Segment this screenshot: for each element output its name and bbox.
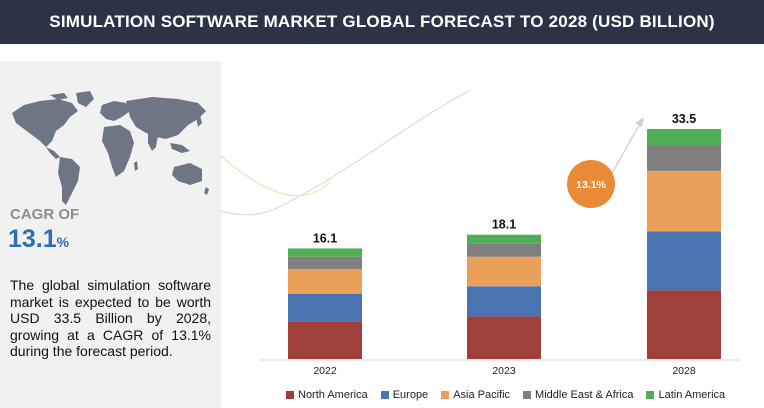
legend-item-north-america: North America (286, 389, 368, 401)
chart-canvas: 16.1 2022 18.1 2023 33.5 2028 13.1% (221, 90, 741, 377)
x-tick-label-2023: 2023 (492, 365, 516, 377)
header-banner: SIMULATION SOFTWARE MARKET GLOBAL FORECA… (0, 0, 764, 44)
legend-item-asia-pacific: Asia Pacific (441, 389, 510, 401)
legend-swatch (286, 391, 294, 399)
legend-item-middle-east-africa: Middle East & Africa (523, 389, 633, 401)
market-summary-text: The global simulation software market is… (10, 277, 211, 360)
bar-segment-2028-asia-pacific (647, 170, 721, 232)
chart-legend: North America Europe Asia Pacific Middle Ea… (286, 389, 738, 401)
page-title: SIMULATION SOFTWARE MARKET GLOBAL FORECA… (49, 12, 715, 31)
cagr-bubble (567, 160, 615, 208)
bar-segment-2022-europe (288, 293, 362, 322)
bar-segment-2022-north-america (288, 321, 362, 359)
legend-label: Asia Pacific (453, 389, 511, 401)
bar-segment-2028-middle-east-africa (647, 145, 721, 171)
cagr-bubble-label: 13.1% (576, 179, 606, 191)
world-map-icon (12, 91, 209, 205)
bar-total-label-2023: 18.1 (492, 218, 516, 232)
bar-total-label-2028: 33.5 (672, 112, 696, 126)
legend-swatch (523, 391, 532, 399)
cagr-percent-sign: % (56, 234, 70, 250)
bar-segment-2022-middle-east-africa (288, 256, 362, 270)
legend-label: North America (298, 389, 368, 401)
legend-swatch (441, 391, 450, 399)
bar-segment-2023-north-america (467, 316, 541, 359)
bar-segment-2022-asia-pacific (288, 269, 362, 294)
bar-segment-2028-north-america (647, 290, 721, 359)
bar-segment-2028-europe (647, 231, 721, 291)
cagr-number: 13.1 (8, 225, 57, 253)
growth-arrowhead (635, 117, 644, 127)
legend-swatch (646, 391, 655, 399)
decorative-swoosh-curve (221, 90, 470, 216)
decorative-swoosh-curve-accent (221, 155, 332, 197)
bar-segment-2023-europe (467, 286, 541, 317)
legend-swatch (380, 391, 389, 399)
bar-total-label-2022: 16.1 (313, 231, 337, 245)
legend-label: Europe (392, 389, 429, 401)
bar-segment-2023-latin-america (467, 234, 541, 244)
bar-segment-2023-middle-east-africa (467, 243, 541, 257)
bar-segment-2022-latin-america (288, 248, 362, 257)
x-tick-label-2022: 2022 (313, 365, 337, 377)
legend-item-europe: Europe (380, 389, 429, 401)
legend-label: Latin America (658, 389, 726, 401)
x-tick-label-2028: 2028 (672, 365, 696, 377)
bar-segment-2028-latin-america (647, 129, 721, 146)
legend-item-latin-america: Latin America (646, 389, 725, 401)
summary-panel: CAGR OF 13.1% The global simulation soft… (0, 61, 221, 408)
cagr-value: 13.1% (8, 225, 69, 254)
bar-segment-2023-asia-pacific (467, 256, 541, 287)
cagr-label: CAGR OF (10, 206, 80, 223)
stacked-bar-chart: 16.1 2022 18.1 2023 33.5 2028 13.1% North Ame… (221, 61, 764, 408)
legend-label: Middle East & Africa (535, 389, 634, 401)
